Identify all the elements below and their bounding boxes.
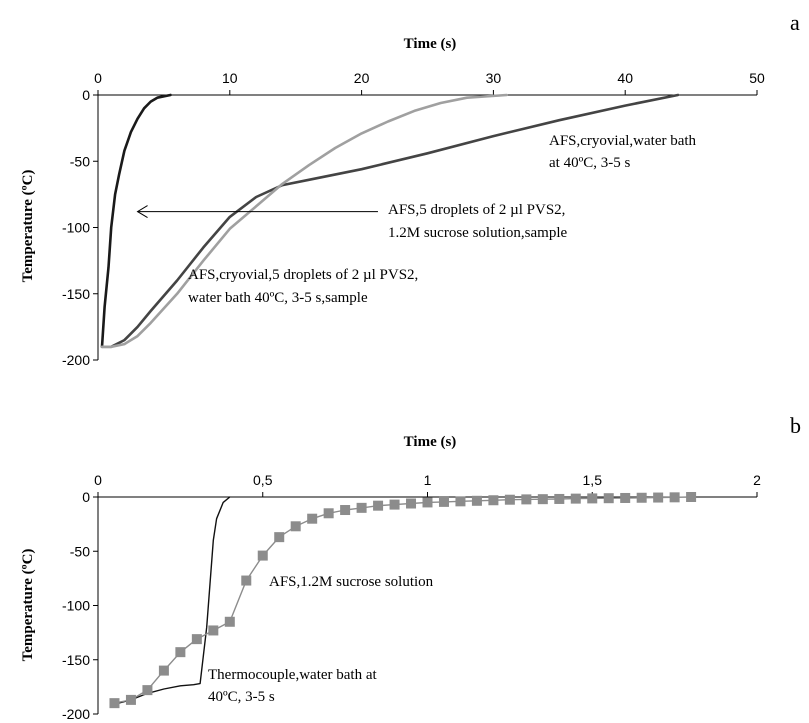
panel-b-series-1-marker — [537, 494, 548, 505]
panel-b-series-1-marker — [438, 496, 449, 507]
panel-a-x-axis-title: Time (s) — [404, 36, 457, 52]
panel-b-x-tick-label: 1 — [424, 472, 432, 488]
panel-b-series-1-marker — [125, 694, 136, 705]
panel-b-series-1-marker — [389, 499, 400, 510]
panel-b-series-1-marker — [653, 492, 664, 503]
panel-a-x-tick-label: 0 — [94, 70, 102, 86]
panel-b-axes: 0 0,5 1 1,5 2 0 -50 -100 -150 -200 — [62, 472, 761, 722]
panel-b-y-tick-label: -200 — [62, 706, 90, 722]
panel-b-annotation-thermocouple-line1: Thermocouple,water bath at — [208, 667, 378, 683]
panel-b-series-1-marker — [175, 647, 186, 658]
panel-b-series-1-marker — [208, 625, 219, 636]
panel-a-x-tick-label: 20 — [354, 70, 370, 86]
panel-a-x-tick-label: 10 — [222, 70, 238, 86]
panel-a-x-tick-label: 50 — [749, 70, 765, 86]
panel-b-series-1 — [109, 492, 697, 709]
panel-b-series-1-marker — [323, 508, 334, 519]
panel-b-series-1-marker — [422, 497, 433, 508]
panel-a-series-2-line — [100, 93, 508, 349]
panel-b-series-1-marker — [224, 616, 235, 627]
panel-b-series — [109, 492, 697, 709]
panel-a-arrow-head — [136, 205, 148, 219]
panel-b-x-tick-label: 0,5 — [253, 472, 273, 488]
panel-a-y-tick-label: -50 — [70, 153, 90, 169]
panel-b-annotation-sucrose: AFS,1.2M sucrose solution — [269, 574, 434, 590]
panel-a-annotation-water-bath-line1: AFS,cryovial,water bath — [549, 133, 697, 149]
panel-b-y-tick-label: -50 — [70, 543, 90, 559]
panel-a-series-0-line — [100, 93, 172, 349]
panel-a-y-tick-label: -200 — [62, 352, 90, 368]
panel-a-y-tick-label: -150 — [62, 286, 90, 302]
panel-b-series-1-marker — [471, 495, 482, 506]
panel-b-series-1-marker — [669, 492, 680, 503]
panel-b-series-1-marker — [455, 496, 466, 507]
panel-b-series-1-marker — [142, 685, 153, 696]
panel-b-series-1-marker — [109, 698, 120, 709]
panel-b-series-1-marker — [257, 550, 268, 561]
panel-b-x-tick-label: 1,5 — [583, 472, 603, 488]
panel-b-series-1-marker — [521, 494, 532, 505]
panel-b: b Time (s) Temperature (ºC) 0 0,5 1 1,5 2 0 -5… — [20, 413, 801, 722]
panel-a-axes: 0 10 20 30 40 50 0 -50 -100 -150 -200 — [62, 70, 765, 368]
panel-a-y-tick-label: -100 — [62, 220, 90, 236]
panel-b-x-axis-title: Time (s) — [404, 434, 457, 450]
panel-b-series-1-marker — [603, 493, 614, 504]
panel-a-series-1 — [100, 93, 680, 349]
panel-b-series-1-marker — [274, 532, 285, 543]
panel-b-series-1-marker — [340, 505, 351, 516]
panel-a-series — [100, 93, 680, 349]
panel-a-x-tick-label: 40 — [617, 70, 633, 86]
panel-b-series-1-marker — [158, 665, 169, 676]
panel-b-y-tick-label: -150 — [62, 652, 90, 668]
panel-b-y-tick-label: -100 — [62, 598, 90, 614]
panel-b-letter: b — [790, 413, 801, 438]
panel-a-arrow — [136, 205, 378, 219]
panel-b-series-1-marker — [373, 500, 384, 511]
panel-a-series-1-line — [100, 93, 680, 349]
panel-a: a Time (s) Temperature (ºC) 0 10 20 30 40 500… — [20, 10, 800, 368]
panel-b-series-1-marker — [570, 493, 581, 504]
panel-b-series-1-marker — [504, 494, 515, 505]
panel-a-annotation-cryovial-droplets-line2: water bath 40ºC, 3-5 s,sample — [188, 290, 368, 306]
panel-b-series-1-marker — [356, 502, 367, 513]
panel-b-y-axis-title: Temperature (ºC) — [20, 549, 36, 662]
panel-a-y-tick-label: 0 — [82, 87, 90, 103]
panel-b-series-1-marker — [241, 575, 252, 586]
panel-a-series-2 — [100, 93, 508, 349]
panel-b-annotation-thermocouple-line2: 40ºC, 3-5 s — [208, 689, 275, 705]
panel-b-x-tick-label: 0 — [94, 472, 102, 488]
panel-b-series-1-marker — [587, 493, 598, 504]
panel-b-series-1-marker — [191, 634, 202, 645]
panel-a-annotation-water-bath-line2: at 40ºC, 3-5 s — [549, 155, 630, 171]
panel-b-series-1-marker — [406, 498, 417, 509]
panel-b-series-1-marker — [290, 521, 301, 532]
panel-a-annotation-cryovial-droplets-line1: AFS,cryovial,5 droplets of 2 µl PVS2, — [188, 267, 418, 283]
panel-a-y-axis-title: Temperature (ºC) — [20, 170, 36, 283]
panel-b-y-tick-label: 0 — [82, 489, 90, 505]
panel-b-series-1-marker — [686, 492, 697, 502]
panel-a-annotation-droplets-line2: 1.2M sucrose solution,sample — [388, 225, 567, 241]
panel-b-x-tick-label: 2 — [753, 472, 761, 488]
panel-a-x-tick-label: 30 — [486, 70, 502, 86]
panel-b-series-1-marker — [307, 513, 318, 524]
panel-b-series-1-marker — [620, 492, 631, 503]
panel-a-annotation-droplets-line1: AFS,5 droplets of 2 µl PVS2, — [388, 202, 565, 218]
panel-b-series-1-marker — [488, 495, 499, 506]
panel-a-letter: a — [790, 10, 800, 35]
panel-b-series-1-marker — [636, 492, 647, 503]
panel-a-series-0 — [100, 93, 172, 349]
panel-b-series-1-marker — [554, 493, 565, 504]
